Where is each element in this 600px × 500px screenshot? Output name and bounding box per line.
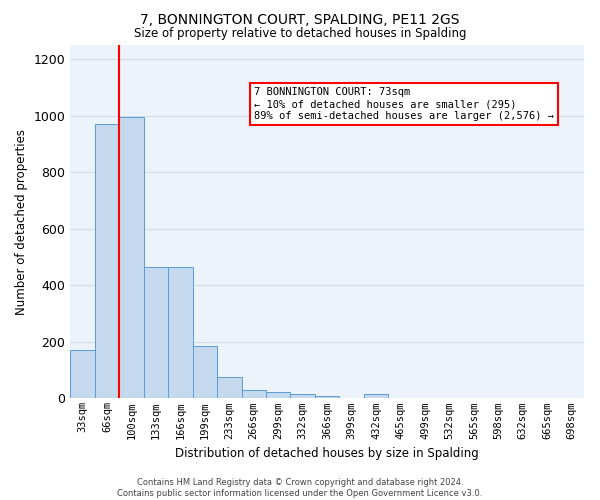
Bar: [70, 350, 95, 399]
Bar: [193, 346, 217, 399]
Text: Contains HM Land Registry data © Crown copyright and database right 2024.
Contai: Contains HM Land Registry data © Crown c…: [118, 478, 482, 498]
Text: 7 BONNINGTON COURT: 73sqm
← 10% of detached houses are smaller (295)
89% of semi: 7 BONNINGTON COURT: 73sqm ← 10% of detac…: [254, 88, 554, 120]
Text: Size of property relative to detached houses in Spalding: Size of property relative to detached ho…: [134, 28, 466, 40]
Y-axis label: Number of detached properties: Number of detached properties: [15, 128, 28, 314]
Bar: [315, 396, 340, 398]
Bar: [119, 117, 143, 398]
Bar: [266, 392, 290, 398]
Bar: [217, 377, 242, 398]
Text: 7, BONNINGTON COURT, SPALDING, PE11 2GS: 7, BONNINGTON COURT, SPALDING, PE11 2GS: [140, 12, 460, 26]
Bar: [364, 394, 388, 398]
Bar: [143, 267, 168, 398]
Bar: [168, 267, 193, 398]
Bar: [95, 124, 119, 398]
Bar: [242, 390, 266, 398]
Bar: [290, 394, 315, 398]
X-axis label: Distribution of detached houses by size in Spalding: Distribution of detached houses by size …: [175, 447, 479, 460]
